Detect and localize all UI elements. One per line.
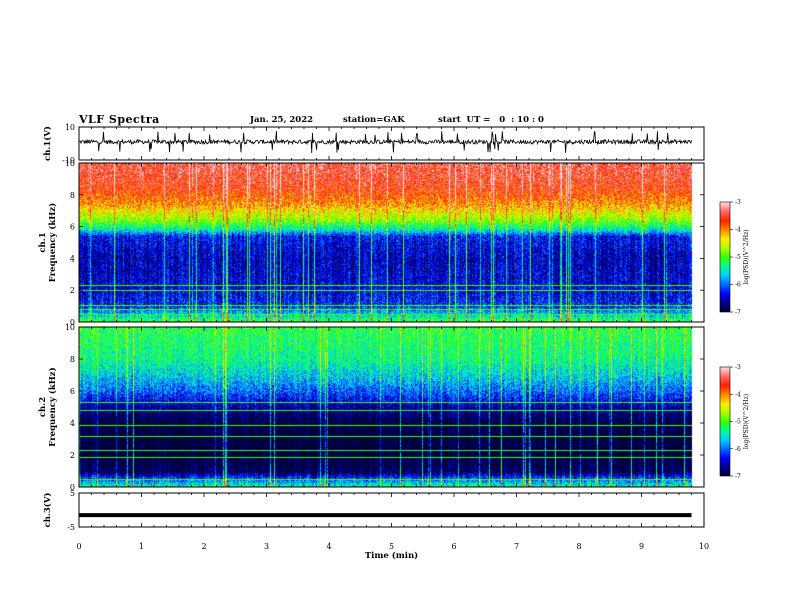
ch2_spectrogram-ytick-label: 6 <box>70 387 75 396</box>
ch1_spectrogram-colorbar-tick-label: -7 <box>735 309 741 316</box>
ch2_spectrogram-colorbar-label: log(PSD)(V^2/Hz) <box>743 394 750 449</box>
x-tick-label: 0 <box>76 542 81 551</box>
ch1_spectrogram-colorbar <box>720 202 730 312</box>
ch2_spectrogram-colorbar-tick-label: -5 <box>735 419 741 426</box>
x-tick-label: 1 <box>139 542 144 551</box>
x-tick-label: 6 <box>451 542 456 551</box>
chart-title: VLF Spectra <box>79 113 160 126</box>
x-tick-label: 3 <box>264 542 269 551</box>
start-time-label: start UT = 0 : 10 : 0 <box>438 115 544 125</box>
date-label: Jan. 25, 2022 <box>250 115 314 125</box>
ch3_waveform-ytick-label: -5 <box>67 523 75 532</box>
x-tick-label: 9 <box>639 542 644 551</box>
ch3_waveform-ylabel-0: ch.3(V) <box>42 493 53 528</box>
ch2_spectrogram-ytick-label: 2 <box>70 451 75 460</box>
ch1_spectrogram-ytick-label: 0 <box>70 318 75 327</box>
ch3_waveform-frame <box>78 492 705 528</box>
ch2_spectrogram-ytick-label: 0 <box>70 483 75 492</box>
ch1_waveform-frame <box>78 126 705 161</box>
ch2_spectrogram-ylabel-1: Frequency (kHz) <box>47 367 58 446</box>
ch1_spectrogram-ytick-label: 2 <box>70 286 75 295</box>
ch1_spectrogram-ytick-label: 4 <box>70 254 75 263</box>
ch2_spectrogram-colorbar-tick-label: -3 <box>735 364 741 371</box>
x-tick-label: 7 <box>514 542 519 551</box>
ch1_spectrogram-colorbar-tick-label: -5 <box>735 254 741 261</box>
ch1_waveform-trace <box>78 130 692 153</box>
ch2_spectrogram-colorbar <box>720 367 730 476</box>
ch1_spectrogram-ytick-label: 10 <box>65 159 75 168</box>
ch2_spectrogram-colorbar-tick-label: -7 <box>735 473 741 480</box>
ch1_spectrogram-colorbar-label: log(PSD)(V^2/Hz) <box>743 229 750 284</box>
ch1_spectrogram-image <box>79 163 704 322</box>
ch1_spectrogram-ytick-label: 8 <box>70 191 75 200</box>
x-tick-label: 5 <box>389 542 394 551</box>
ch2_spectrogram-ytick-label: 8 <box>70 355 75 364</box>
ch2_spectrogram-ylabel-0: ch.2 <box>38 397 48 417</box>
ch1_waveform-ytick-label: -10 <box>62 156 75 165</box>
ch1_waveform-ylabel-0: ch.1(V) <box>42 126 53 161</box>
ch3_waveform-ytick-label: 5 <box>70 489 75 498</box>
ch1_spectrogram-colorbar-tick-label: -4 <box>735 227 741 234</box>
ch1_spectrogram-colorbar-tick-label: -6 <box>735 282 741 289</box>
ch1_waveform-ytick-label: 10 <box>65 123 75 132</box>
ch2_spectrogram-ytick-label: 4 <box>70 419 75 428</box>
ch1_spectrogram-colorbar-tick-label: -3 <box>735 199 741 206</box>
x-axis-label: Time (min) <box>365 550 418 561</box>
ch2_spectrogram-image <box>79 327 704 487</box>
x-tick-label: 2 <box>201 542 206 551</box>
ch1_spectrogram-ylabel-0: ch.1 <box>38 232 48 252</box>
x-tick-label: 4 <box>326 542 331 551</box>
x-tick-label: 8 <box>576 542 581 551</box>
ch1_spectrogram-ytick-label: 6 <box>70 223 75 232</box>
station-label: station=GAK <box>343 115 405 125</box>
ch2_spectrogram-colorbar-tick-label: -4 <box>735 391 741 398</box>
ch2_spectrogram-colorbar-tick-label: -6 <box>735 446 741 453</box>
ch2_spectrogram-ytick-label: 10 <box>65 323 75 332</box>
ch1_spectrogram-ylabel-1: Frequency (kHz) <box>47 203 58 282</box>
x-tick-label: 10 <box>699 542 709 551</box>
